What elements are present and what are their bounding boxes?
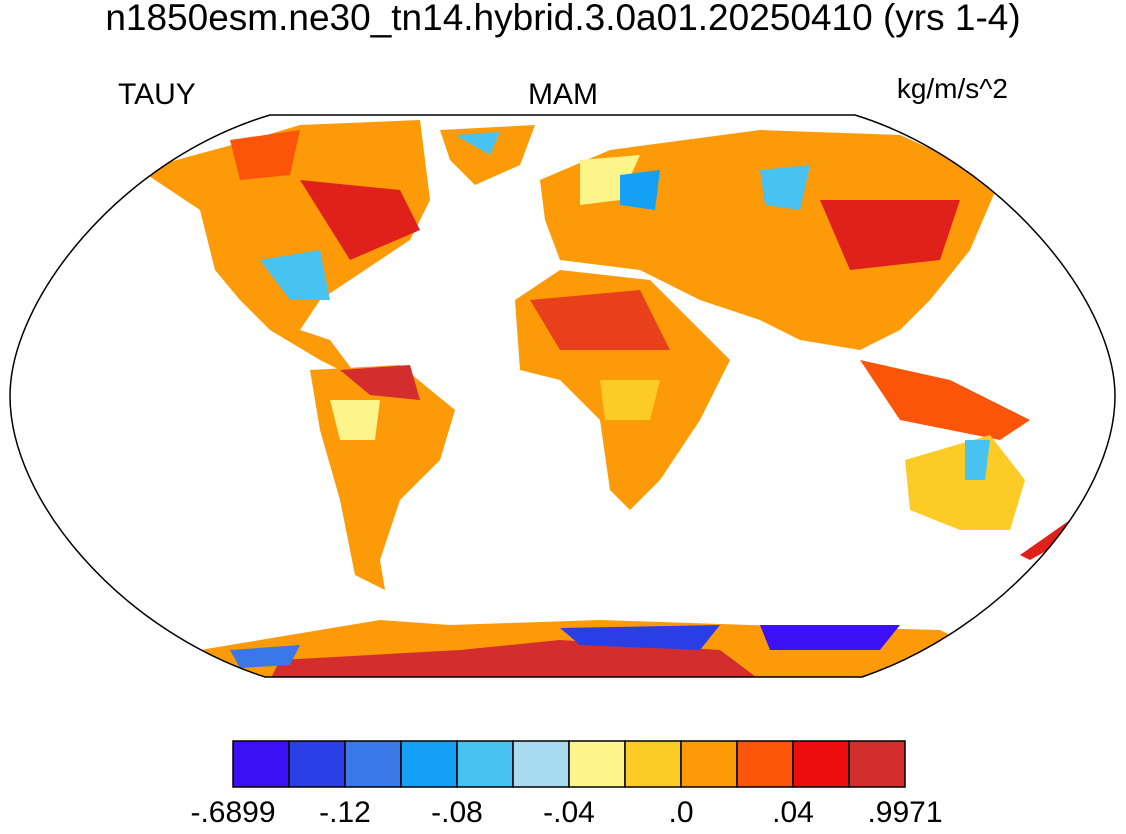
colorbar-box — [288, 740, 346, 788]
colorbar-box — [624, 740, 682, 788]
colorbar-label: .0 — [668, 796, 693, 829]
map-border — [9, 114, 1116, 678]
colorbar-box — [568, 740, 626, 788]
colorbar-box — [344, 740, 402, 788]
colorbar-label: -.6899 — [190, 796, 275, 829]
colorbar-label: .9971 — [867, 796, 942, 829]
colorbar-label: -.12 — [319, 796, 371, 829]
map — [9, 114, 1116, 678]
center-label: MAM — [528, 78, 598, 111]
left-label: TAUY — [118, 78, 196, 111]
colorbar: -.6899 -.12 -.08 -.04 .0 .04 .9971 — [190, 740, 943, 829]
colorbar-box — [456, 740, 514, 788]
colorbar-box — [736, 740, 794, 788]
colorbar-label: .04 — [772, 796, 814, 829]
colorbar-box — [512, 740, 570, 788]
right-label: kg/m/s^2 — [897, 73, 1008, 104]
colorbar-box — [232, 740, 290, 788]
land — [140, 120, 1075, 677]
colorbar-label: -.04 — [543, 796, 595, 829]
colorbar-label: -.08 — [431, 796, 483, 829]
colorbar-box — [400, 740, 458, 788]
colorbar-box — [792, 740, 850, 788]
title: n1850esm.ne30_tn14.hybrid.3.0a01.2025041… — [105, 0, 1020, 38]
colorbar-box — [848, 740, 906, 788]
colorbar-box — [680, 740, 738, 788]
